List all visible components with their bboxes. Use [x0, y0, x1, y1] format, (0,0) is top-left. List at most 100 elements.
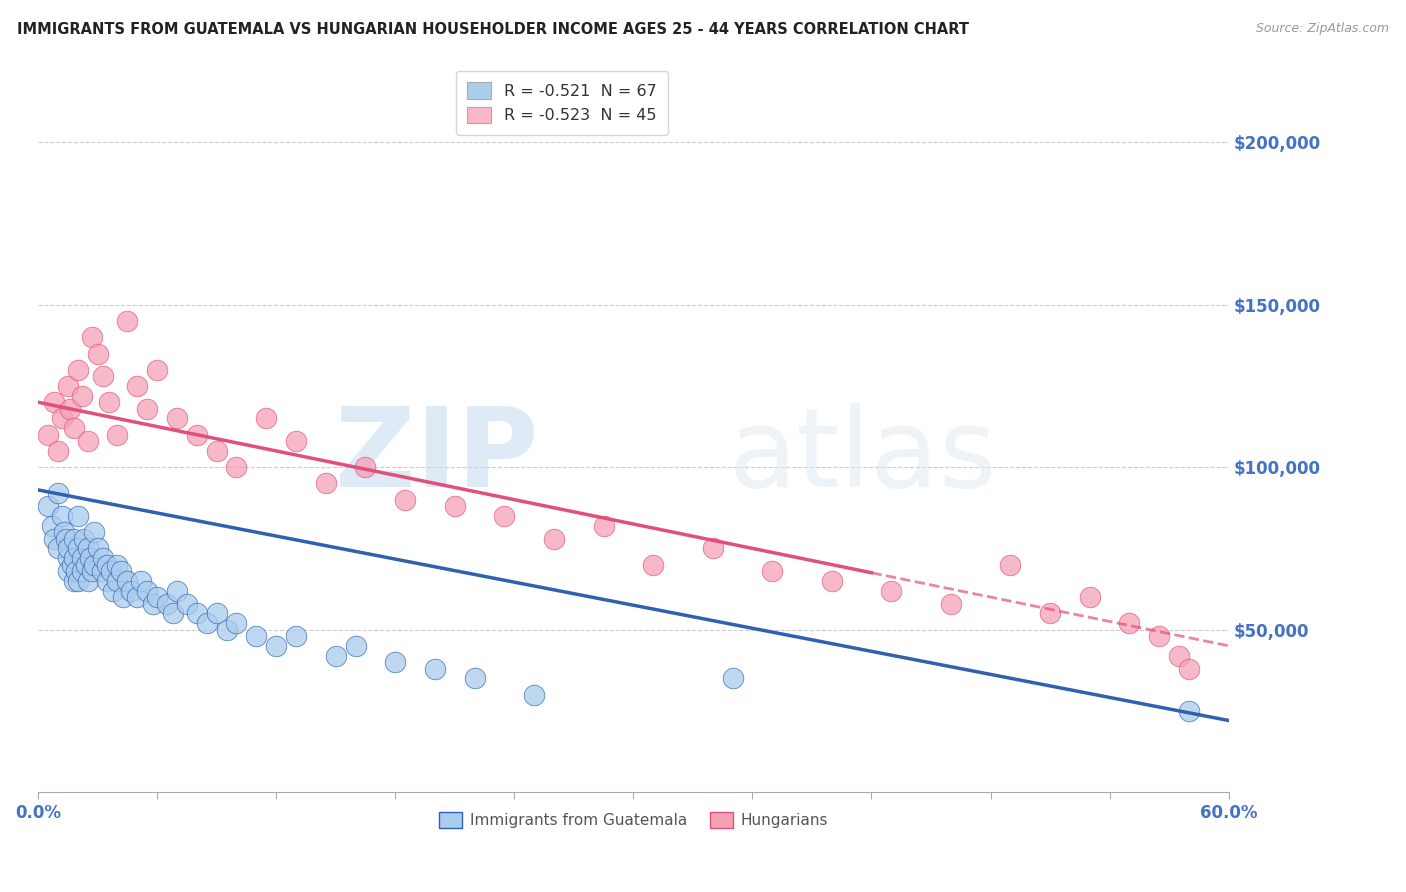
Point [37, 427, 59, 442]
Point [186, 607, 208, 621]
Point [117, 314, 139, 328]
Point [1178, 704, 1201, 718]
Point [59, 401, 82, 416]
Text: IMMIGRANTS FROM GUATEMALA VS HUNGARIAN HOUSEHOLDER INCOME AGES 25 - 44 YEARS COR: IMMIGRANTS FROM GUATEMALA VS HUNGARIAN H… [17, 22, 969, 37]
Point [105, 427, 128, 442]
Point [325, 648, 347, 663]
Point [761, 564, 783, 578]
Point [120, 583, 142, 598]
Point [46, 541, 69, 556]
Point [83, 525, 105, 540]
Point [75, 558, 97, 572]
Point [80, 564, 103, 578]
Point [285, 434, 308, 449]
Text: ZIP: ZIP [335, 402, 538, 509]
Point [176, 597, 198, 611]
Point [166, 411, 188, 425]
Point [51, 508, 73, 523]
Point [127, 379, 149, 393]
Point [79, 551, 101, 566]
Point [70, 389, 93, 403]
Point [162, 607, 184, 621]
Point [86, 541, 108, 556]
Point [46, 486, 69, 500]
Point [1149, 629, 1171, 643]
Point [105, 558, 128, 572]
Point [245, 629, 267, 643]
Point [86, 346, 108, 360]
Point [1118, 616, 1140, 631]
Point [70, 551, 93, 566]
Point [112, 590, 135, 604]
Point [205, 607, 228, 621]
Point [55, 532, 77, 546]
Point [96, 574, 118, 588]
Point [186, 427, 208, 442]
Point [66, 363, 89, 377]
Point [93, 369, 115, 384]
Point [60, 558, 83, 572]
Point [354, 460, 377, 475]
Point [142, 597, 165, 611]
Point [42, 395, 65, 409]
Point [1078, 590, 1101, 604]
Point [103, 583, 125, 598]
Point [42, 532, 65, 546]
Point [76, 574, 98, 588]
Point [46, 444, 69, 458]
Point [264, 639, 287, 653]
Point [56, 379, 79, 393]
Point [117, 574, 139, 588]
Point [62, 532, 84, 546]
Text: Source: ZipAtlas.com: Source: ZipAtlas.com [1256, 22, 1389, 36]
Point [98, 395, 121, 409]
Legend: Immigrants from Guatemala, Hungarians: Immigrants from Guatemala, Hungarians [433, 806, 834, 834]
Point [80, 330, 103, 344]
Point [129, 574, 152, 588]
Point [146, 590, 169, 604]
Point [523, 688, 546, 702]
Point [721, 671, 744, 685]
Point [443, 499, 465, 513]
Point [56, 551, 79, 566]
Point [41, 518, 63, 533]
Point [205, 444, 228, 458]
Point [105, 574, 128, 588]
Point [76, 434, 98, 449]
Point [494, 508, 516, 523]
Point [215, 623, 238, 637]
Point [90, 564, 112, 578]
Point [66, 574, 89, 588]
Point [96, 558, 118, 572]
Point [423, 661, 446, 675]
Point [146, 363, 169, 377]
Point [880, 583, 903, 598]
Point [136, 583, 159, 598]
Point [76, 541, 98, 556]
Point [939, 597, 962, 611]
Point [65, 564, 87, 578]
Point [1000, 558, 1022, 572]
Point [225, 460, 247, 475]
Point [100, 564, 122, 578]
Point [1039, 607, 1062, 621]
Point [592, 518, 614, 533]
Point [1168, 648, 1191, 663]
Point [254, 411, 277, 425]
Point [66, 508, 89, 523]
Point [62, 574, 84, 588]
Point [225, 616, 247, 631]
Point [51, 411, 73, 425]
Point [56, 541, 79, 556]
Point [56, 564, 79, 578]
Point [166, 583, 188, 598]
Point [66, 541, 89, 556]
Point [62, 421, 84, 435]
Point [83, 558, 105, 572]
Point [136, 401, 159, 416]
Point [156, 597, 179, 611]
Point [344, 639, 367, 653]
Point [702, 541, 724, 556]
Point [93, 551, 115, 566]
Point [285, 629, 308, 643]
